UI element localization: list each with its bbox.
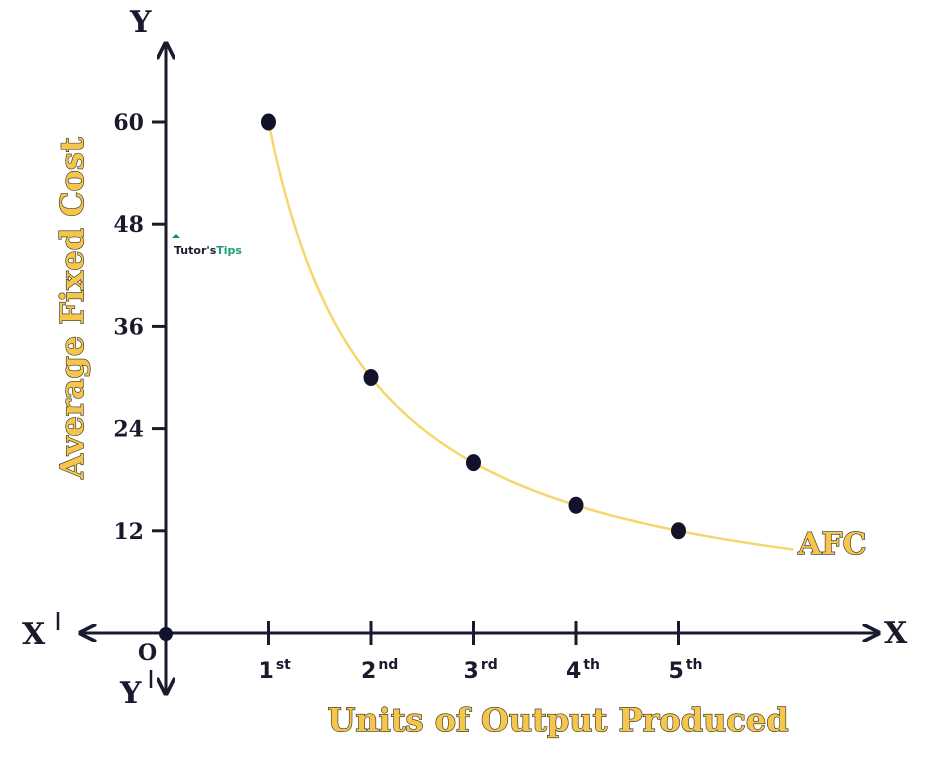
afc-data-point bbox=[261, 113, 276, 131]
afc-data-point bbox=[671, 522, 686, 540]
afc-series-label: AFC bbox=[797, 527, 866, 562]
x-axis-letter-left: X bbox=[22, 612, 60, 652]
x-axis-letter-right: X bbox=[884, 616, 908, 651]
y-axis-letter-top: Y bbox=[129, 5, 152, 40]
svg-text:X: X bbox=[22, 617, 46, 652]
afc-curve bbox=[267, 121, 794, 551]
y-tick-label: 48 bbox=[113, 212, 144, 238]
svg-text:Tutor'sTips: Tutor'sTips bbox=[174, 244, 242, 257]
y-tick-label: 36 bbox=[113, 314, 144, 340]
svg-text:Y: Y bbox=[119, 676, 142, 711]
y-tick-label: 12 bbox=[113, 519, 144, 545]
afc-data-point bbox=[363, 369, 379, 386]
data-points bbox=[261, 113, 686, 540]
y-tick-label: 60 bbox=[113, 110, 144, 136]
x-axis-title: Units of Output Produced bbox=[327, 701, 788, 739]
origin-label: O bbox=[138, 640, 157, 666]
y-axis-title: Average Fixed Cost bbox=[53, 137, 91, 480]
tutors-tips-logo: Tutor'sTips bbox=[172, 234, 242, 257]
y-tick-label: 24 bbox=[113, 417, 144, 443]
afc-data-point bbox=[568, 496, 584, 514]
y-axis-ticks: 12 24 36 48 60 bbox=[113, 110, 166, 545]
afc-data-point bbox=[466, 454, 481, 472]
y-axis-letter-bottom: Y bbox=[119, 670, 153, 711]
origin-point bbox=[159, 627, 173, 641]
